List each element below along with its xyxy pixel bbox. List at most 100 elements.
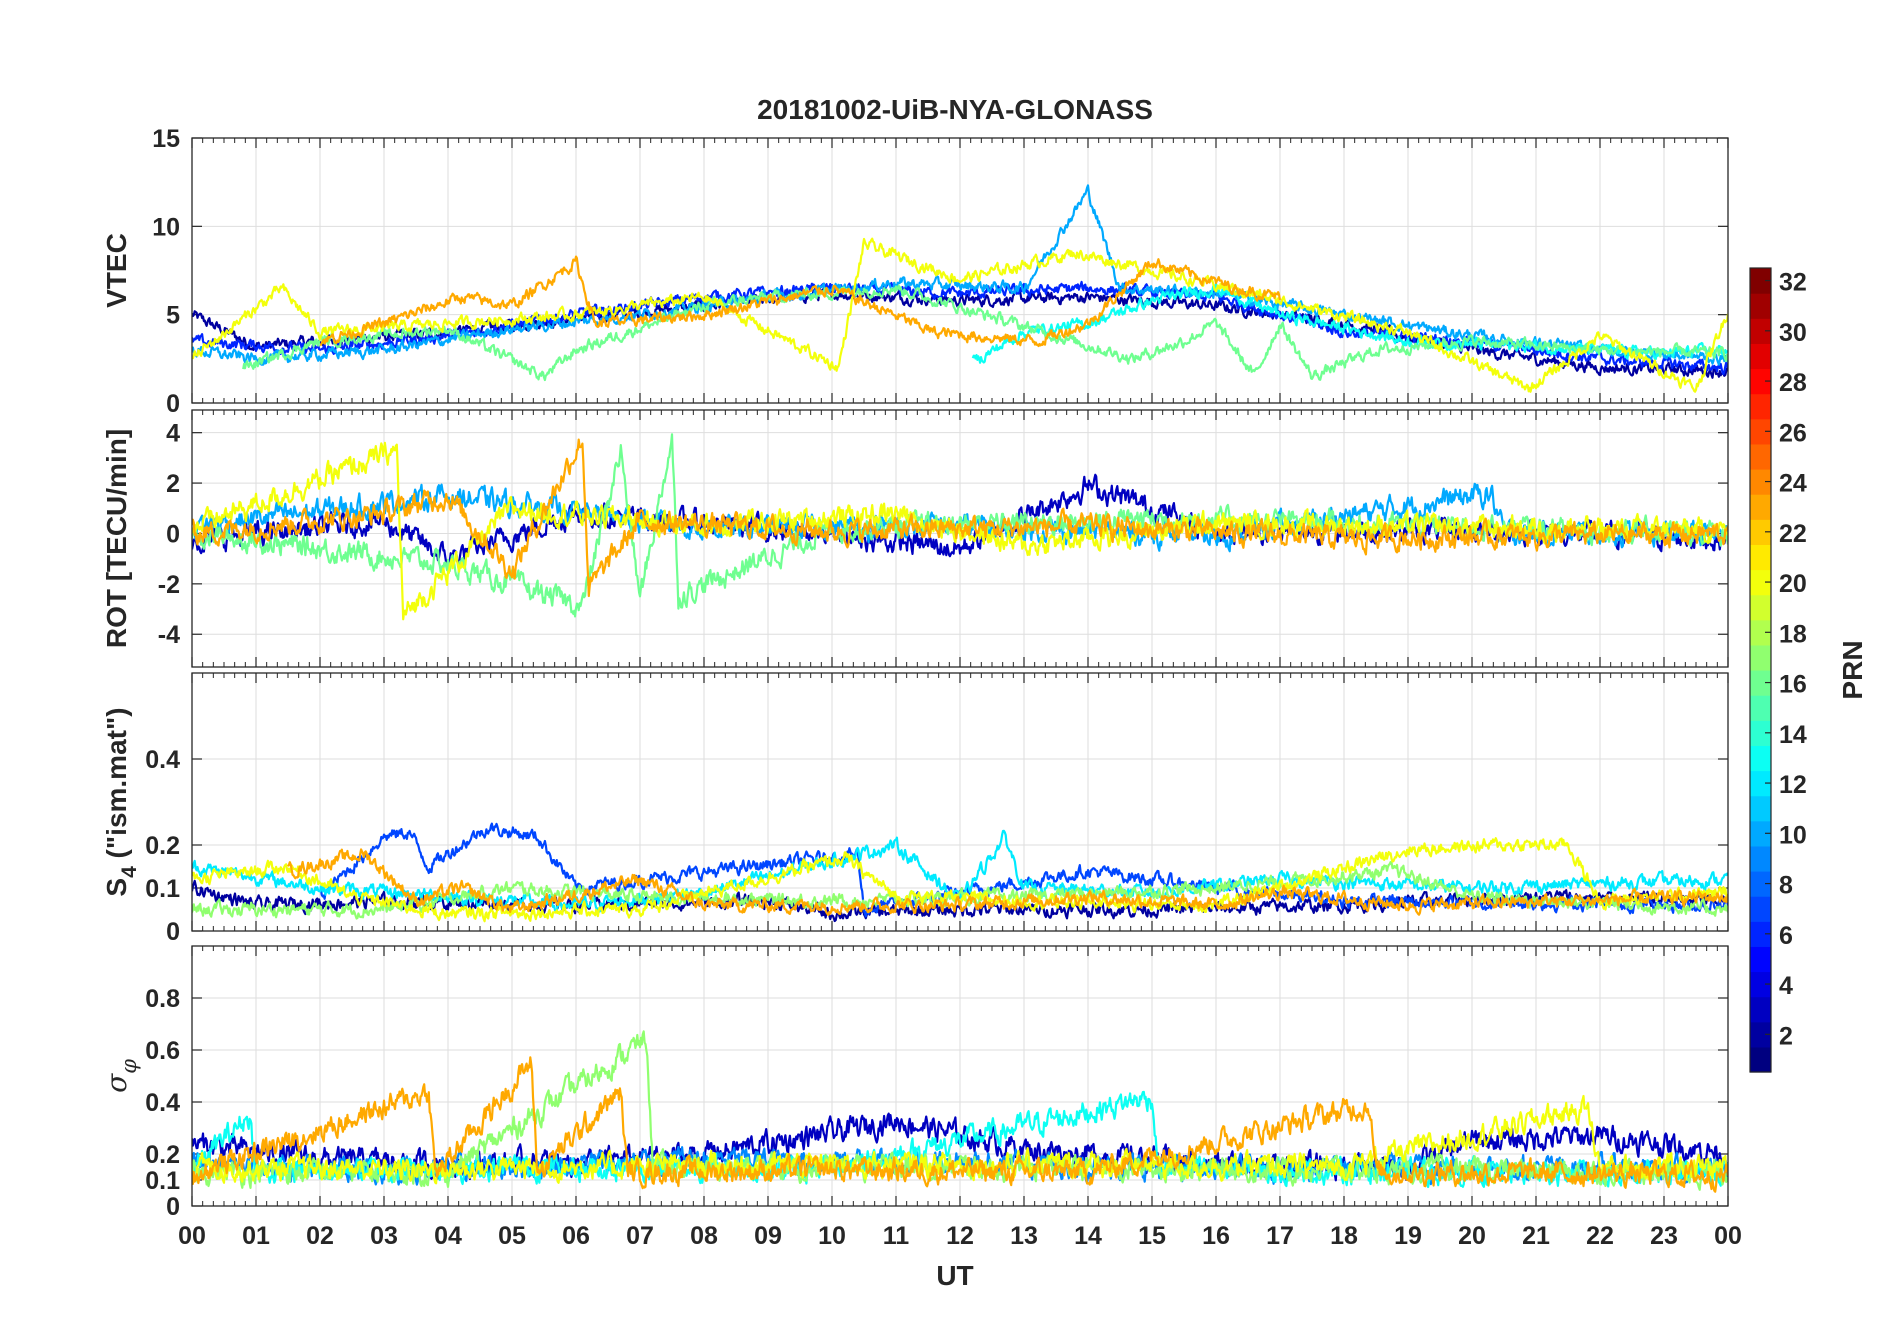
x-tick-label: 10 — [818, 1222, 846, 1250]
x-tick-label: 07 — [626, 1222, 654, 1250]
series-line-prn-20 — [192, 237, 1728, 393]
x-tick-label: 14 — [1074, 1222, 1102, 1250]
y-axis-label-sigma_phi: σφ — [100, 1059, 141, 1093]
colorbar-swatch — [1750, 594, 1771, 621]
y-tick-label: 2 — [166, 470, 180, 498]
colorbar-tick-label: 26 — [1779, 419, 1807, 447]
colorbar-swatch — [1750, 318, 1771, 344]
panel-vtec: 0 5 10 15 VTEC — [101, 125, 1729, 418]
colorbar-swatch — [1750, 1046, 1771, 1073]
colorbar-tick-label: 8 — [1779, 872, 1793, 900]
series-line-prn-7 — [318, 822, 1728, 918]
y-tick-label: 4 — [166, 420, 180, 448]
series-line-prn-16 — [242, 284, 1728, 382]
colorbar-swatch — [1750, 519, 1771, 545]
series-group-sigma_phi — [192, 1030, 1728, 1193]
x-tick-label: 06 — [562, 1222, 590, 1250]
series-line-prn-23 — [192, 1056, 1728, 1193]
y-tick-label: 0 — [166, 918, 180, 946]
y-tick-label: 10 — [152, 213, 180, 241]
panel-rot: -4 -2 0 2 4 ROT [TECU/min] — [101, 409, 1729, 668]
panel-s4: 0 0.1 0.2 0.4S4 ("ism.mat") — [101, 672, 1729, 946]
x-tick-label: 15 — [1138, 1222, 1166, 1250]
colorbar-swatch — [1750, 268, 1771, 294]
x-tick-label: 19 — [1394, 1222, 1422, 1250]
y-tick-label: 0 — [166, 1193, 180, 1221]
colorbar-swatch — [1750, 368, 1771, 395]
colorbar-tick-label: 16 — [1779, 671, 1807, 699]
colorbar-label: PRN — [1837, 640, 1868, 699]
x-tick-label: 00 — [1714, 1222, 1742, 1250]
x-tick-label: 16 — [1202, 1222, 1230, 1250]
x-tick-label: 13 — [1010, 1222, 1038, 1250]
colorbar-swatch — [1750, 871, 1771, 897]
colorbar-tick-label: 2 — [1779, 1022, 1793, 1050]
series-group-s4 — [192, 822, 1728, 923]
colorbar-swatch — [1750, 896, 1771, 922]
colorbar-tick-label: 12 — [1779, 771, 1807, 799]
chart-title: 20181002-UiB-NYA-GLONASS — [757, 94, 1153, 125]
x-tick-label: 18 — [1330, 1222, 1358, 1250]
series-line-prn-23 — [192, 438, 1728, 598]
colorbar-swatch — [1750, 293, 1771, 319]
x-tick-label: 17 — [1266, 1222, 1294, 1250]
x-tick-label: 23 — [1650, 1222, 1678, 1250]
colorbar-frame — [1749, 267, 1772, 1073]
series-line-prn-23 — [287, 848, 1728, 917]
y-tick-label: 0 — [166, 390, 180, 418]
axes-frame-vtec — [191, 137, 1729, 404]
series-group-vtec — [192, 184, 1728, 393]
colorbar-swatch — [1750, 418, 1771, 445]
axes-frame-s4 — [191, 672, 1729, 932]
y-tick-label: 0.8 — [145, 985, 180, 1013]
y-tick-label: 5 — [166, 302, 180, 330]
colorbar-swatch — [1750, 569, 1771, 596]
colorbar-swatch — [1750, 544, 1771, 571]
colorbar-tick-label: 32 — [1779, 269, 1807, 297]
y-tick-label: 0.2 — [145, 1141, 180, 1169]
colorbar-tick-label: 10 — [1779, 821, 1807, 849]
x-tick-label: 22 — [1586, 1222, 1614, 1250]
series-line-prn-23 — [319, 255, 1282, 348]
x-tick-label: 09 — [754, 1222, 782, 1250]
colorbar-swatch — [1750, 795, 1771, 822]
colorbar-tick-label: 14 — [1779, 721, 1807, 749]
colorbar-tick-label: 30 — [1779, 319, 1807, 347]
colorbar-swatch — [1750, 971, 1771, 998]
x-tick-label: 03 — [370, 1222, 398, 1250]
colorbar-swatch — [1750, 644, 1771, 671]
x-tick-label: 08 — [690, 1222, 718, 1250]
y-axis-label-vtec: VTEC — [101, 233, 132, 308]
y-tick-label: 0.2 — [145, 832, 180, 860]
y-tick-label: 0.1 — [145, 1167, 180, 1195]
series-line-prn-16 — [192, 433, 1728, 618]
x-tick-label: 20 — [1458, 1222, 1486, 1250]
x-tick-label: 05 — [498, 1222, 526, 1250]
series-group-rot — [192, 433, 1728, 621]
axes-frame-rot — [191, 409, 1729, 668]
y-tick-label: 0.6 — [145, 1037, 180, 1065]
colorbar-swatch — [1750, 720, 1771, 746]
colorbar-swatch — [1750, 619, 1771, 646]
x-axis-label: UT — [936, 1260, 973, 1291]
y-axis-label-s4: S4 ("ism.mat") — [101, 707, 141, 896]
colorbar-swatch — [1750, 946, 1771, 973]
y-tick-label: -4 — [158, 621, 180, 649]
colorbar-swatch — [1750, 845, 1771, 872]
x-tick-label: 11 — [883, 1222, 910, 1250]
colorbar-tick-label: 22 — [1779, 520, 1807, 548]
colorbar-swatch — [1750, 1021, 1771, 1048]
x-tick-label: 12 — [946, 1222, 974, 1250]
x-tick-label: 04 — [434, 1222, 462, 1250]
x-tick-label: 02 — [306, 1222, 334, 1250]
panel-sigma_phi: 00.10.2 0.4 0.6 0.8 σφ — [100, 945, 1729, 1221]
x-tick-label: 21 — [1522, 1222, 1550, 1250]
colorbar-swatch — [1750, 770, 1771, 797]
colorbar-swatch — [1750, 695, 1771, 721]
colorbar-tick-label: 28 — [1779, 369, 1807, 397]
colorbar-swatch — [1750, 921, 1771, 947]
axes-frame-sigma_phi — [191, 945, 1729, 1207]
